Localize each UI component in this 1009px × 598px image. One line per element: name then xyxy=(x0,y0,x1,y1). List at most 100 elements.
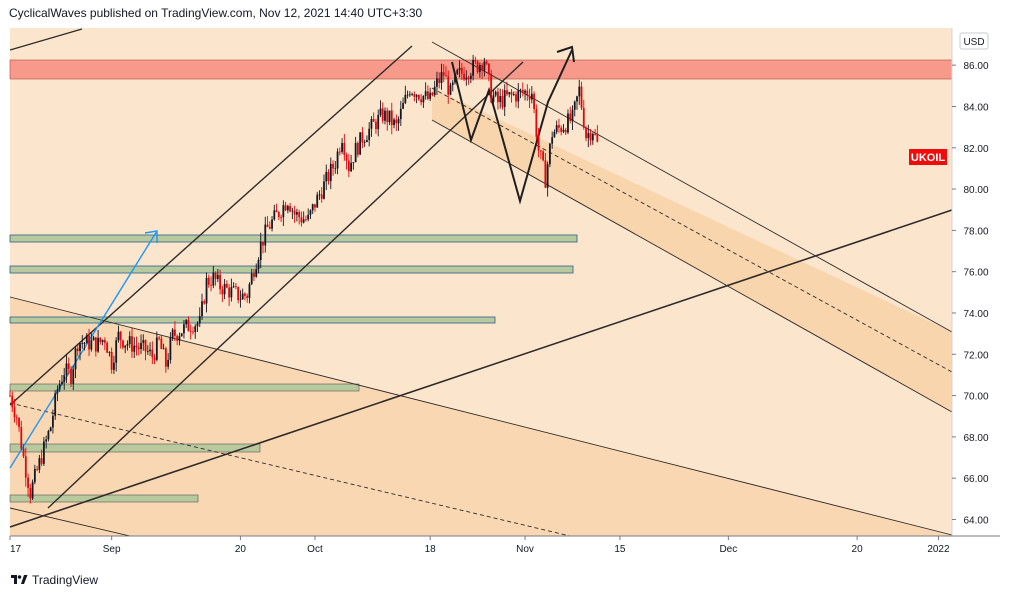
candle-body xyxy=(573,101,576,110)
candle xyxy=(273,204,276,221)
candle xyxy=(90,332,93,352)
candle xyxy=(228,284,231,306)
candle-body xyxy=(160,338,163,349)
candle xyxy=(259,232,262,269)
candle xyxy=(368,122,371,147)
candle xyxy=(65,354,68,384)
candle xyxy=(244,292,246,301)
candle xyxy=(436,71,438,95)
candle xyxy=(155,331,158,362)
candle xyxy=(429,87,432,102)
candle xyxy=(492,89,495,107)
candle-body xyxy=(201,301,203,317)
candle-body xyxy=(259,241,262,261)
candle xyxy=(280,214,282,222)
time-tick-label: Oct xyxy=(307,544,323,555)
candle xyxy=(13,399,16,423)
candle xyxy=(76,345,79,357)
candle-body xyxy=(343,142,346,155)
candle xyxy=(223,279,226,300)
candle-body xyxy=(90,340,93,350)
candle-body xyxy=(580,86,583,108)
candle-body xyxy=(512,94,515,95)
support-zone-74 xyxy=(9,316,496,324)
candle-body xyxy=(36,468,39,470)
candle xyxy=(388,110,391,126)
candle xyxy=(386,107,389,131)
candle xyxy=(56,385,59,402)
candle xyxy=(135,336,138,356)
candle-body xyxy=(596,133,599,142)
candle-body xyxy=(338,151,341,153)
candle-body xyxy=(591,133,594,141)
candle-body xyxy=(465,77,468,80)
long-term-support-line xyxy=(9,209,953,528)
candle-body xyxy=(149,349,151,352)
candle xyxy=(264,216,267,253)
candle-body xyxy=(126,343,129,346)
candle xyxy=(162,343,165,350)
candle xyxy=(422,95,425,108)
candle xyxy=(361,127,364,149)
candle xyxy=(508,91,511,98)
candle-body xyxy=(246,295,249,298)
candle-body xyxy=(187,319,190,332)
candle xyxy=(103,337,106,351)
candle xyxy=(293,205,296,223)
candle xyxy=(146,345,149,355)
candle-body xyxy=(336,151,339,169)
candle-body xyxy=(501,96,504,108)
candle-body xyxy=(88,335,90,350)
candle-body xyxy=(169,337,172,360)
candle xyxy=(38,454,41,473)
candle-body xyxy=(433,86,436,96)
candle xyxy=(343,133,346,161)
candle xyxy=(548,142,551,168)
candle xyxy=(467,75,470,85)
footer-brand[interactable]: TradingView xyxy=(32,573,99,587)
currency-label: USD xyxy=(963,37,984,48)
candle xyxy=(488,62,490,82)
candle xyxy=(311,203,314,214)
price-tick-label: 78.00 xyxy=(963,226,988,237)
candle-body xyxy=(449,85,452,95)
candle-body xyxy=(253,273,255,277)
candle xyxy=(63,367,66,390)
candle xyxy=(456,68,459,76)
candle-body xyxy=(305,219,307,221)
time-tick-label: 17 xyxy=(10,544,22,555)
candle xyxy=(356,141,359,158)
candle xyxy=(225,280,228,289)
candle xyxy=(483,57,486,77)
lower-channel-mid-line xyxy=(9,402,571,537)
tradingview-logo-icon[interactable] xyxy=(10,573,28,587)
candle xyxy=(234,283,237,290)
candle-body xyxy=(142,340,145,343)
candle xyxy=(546,161,549,197)
candle xyxy=(115,337,118,372)
candle-body xyxy=(447,76,450,95)
candle-body xyxy=(214,272,217,280)
candle-body xyxy=(508,92,511,95)
candle xyxy=(474,56,477,65)
candle xyxy=(420,93,423,106)
candle-body xyxy=(106,342,109,353)
candle-body xyxy=(282,205,285,218)
candle-body xyxy=(320,194,323,199)
candle-body xyxy=(280,216,282,218)
descending-channel-lower xyxy=(431,119,953,413)
candle xyxy=(291,207,294,220)
candle xyxy=(11,391,14,412)
candle xyxy=(359,132,362,155)
candle-body xyxy=(54,393,57,416)
candle-body xyxy=(440,72,443,84)
time-tick-label: Dec xyxy=(719,544,737,555)
candle xyxy=(530,86,533,104)
candle xyxy=(192,326,194,335)
candle xyxy=(528,88,531,109)
candle xyxy=(314,204,316,212)
candle-body xyxy=(404,94,407,104)
candle-body xyxy=(164,348,167,367)
candle xyxy=(510,88,513,103)
